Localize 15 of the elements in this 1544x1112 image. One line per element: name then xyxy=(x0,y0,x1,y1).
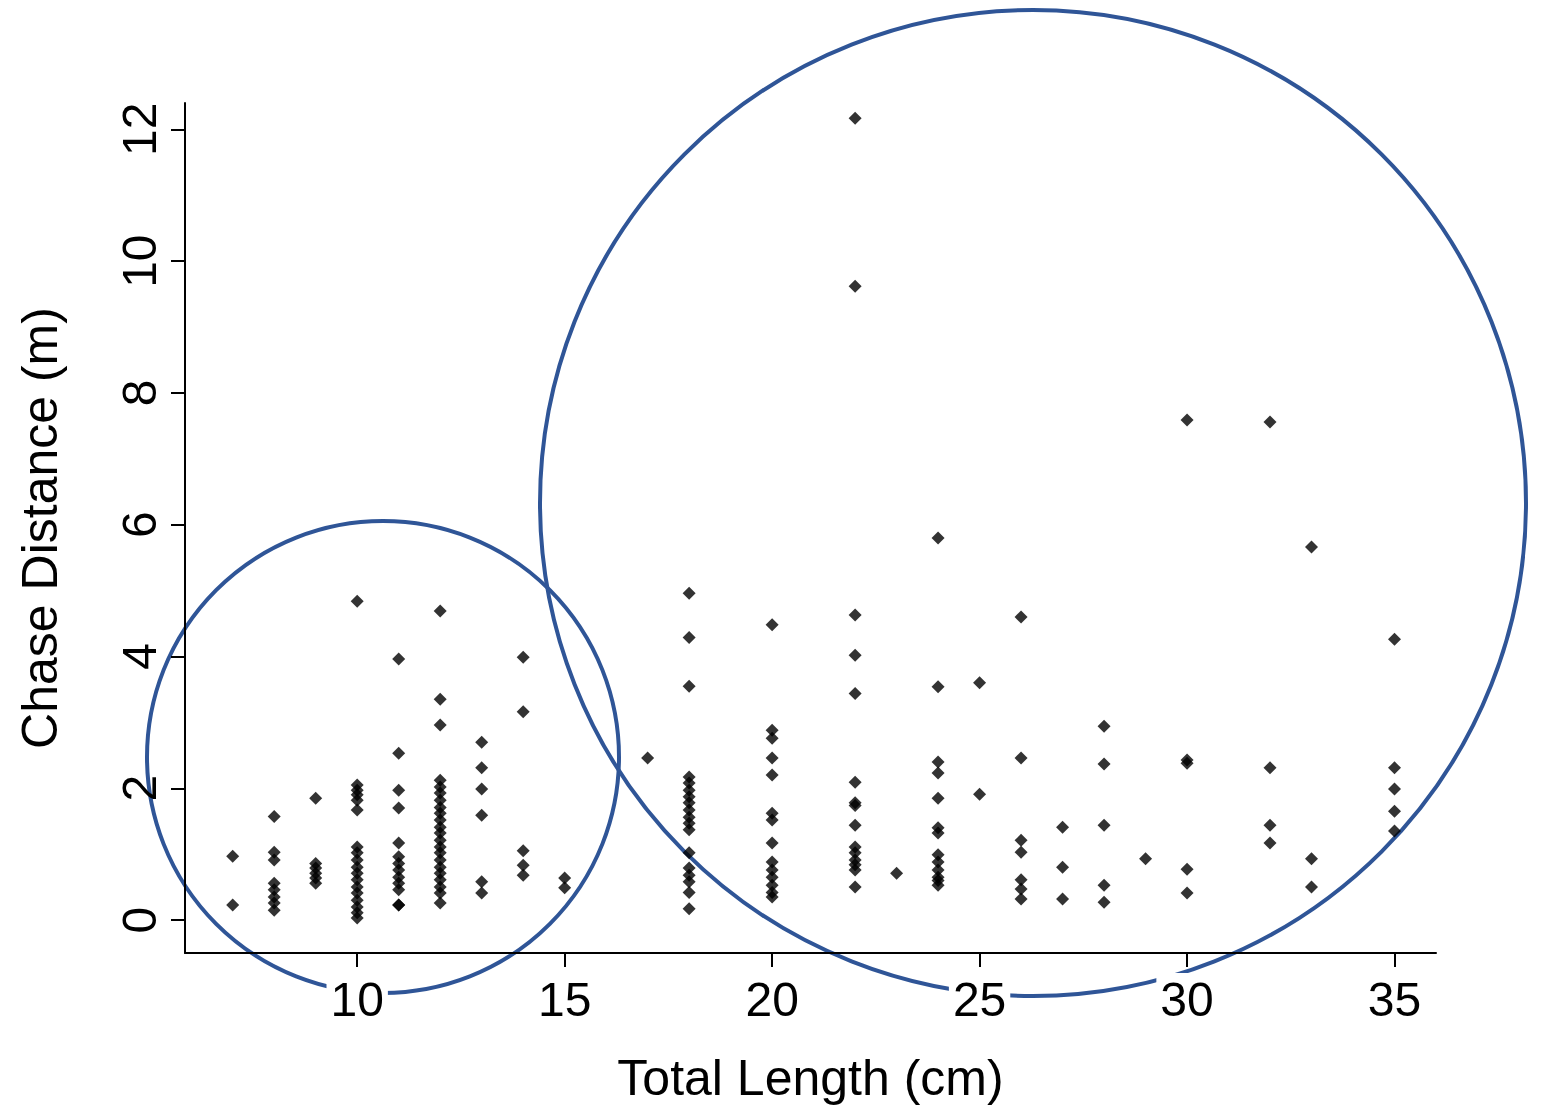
x-tick-label: 25 xyxy=(952,972,1007,1026)
y-axis-title: Chase Distance (m) xyxy=(12,307,68,749)
x-tick-label: 35 xyxy=(1367,972,1422,1026)
x-axis-title: Total Length (cm) xyxy=(617,1050,1004,1106)
y-tick-label: 10 xyxy=(112,234,166,288)
y-tick-label: 4 xyxy=(112,643,166,670)
x-tick-label: 15 xyxy=(537,972,592,1026)
y-tick-label: 2 xyxy=(112,774,166,802)
x-tick-label: 30 xyxy=(1160,972,1214,1026)
y-tick-label: 0 xyxy=(112,906,166,934)
y-tick-label: 12 xyxy=(112,102,166,157)
x-tick-label: 20 xyxy=(745,972,799,1026)
y-tick-label: 6 xyxy=(112,511,166,539)
y-tick-label: 8 xyxy=(112,379,166,407)
x-tick-label: 10 xyxy=(330,972,384,1026)
